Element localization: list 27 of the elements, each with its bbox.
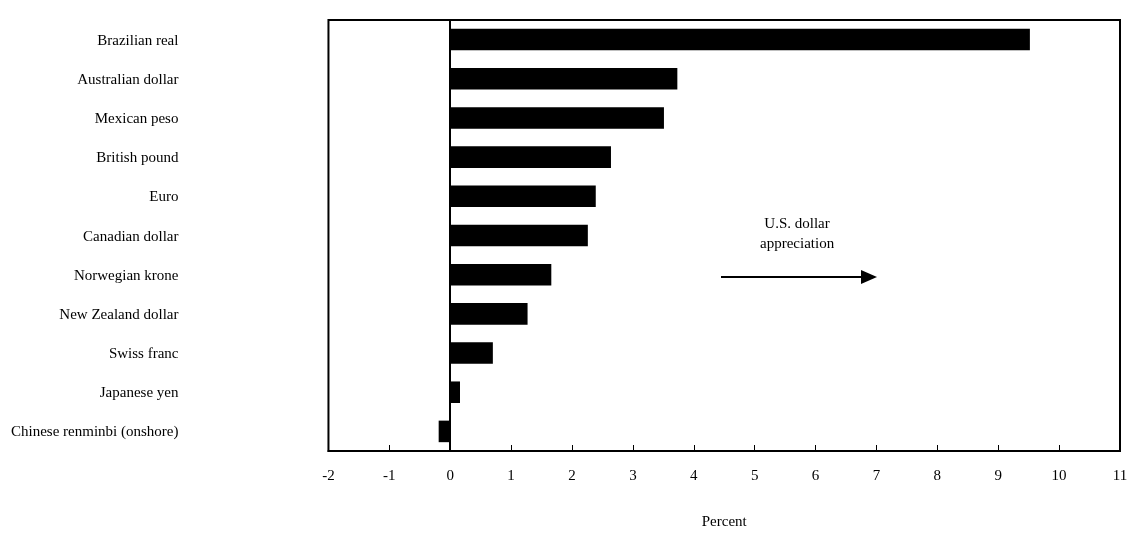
y-tick-label: British pound — [96, 149, 179, 166]
y-tick-label: Canadian dollar — [83, 227, 179, 244]
y-tick-label: New Zealand dollar — [59, 305, 179, 322]
x-tick-label: -1 — [383, 466, 396, 483]
x-axis-title: Percent — [701, 512, 748, 529]
x-tick-label: 7 — [872, 466, 881, 483]
x-tick-label: 5 — [750, 466, 759, 483]
x-tick-label: 0 — [446, 466, 454, 483]
x-tick-label: 1 — [507, 466, 515, 483]
x-tick-label: 10 — [1051, 466, 1067, 483]
y-tick-label: Mexican peso — [94, 109, 179, 126]
annotation: U.S. dollar appreciation — [759, 215, 835, 251]
y-tick-label: Swiss franc — [108, 345, 179, 362]
x-tick-label: -2 — [322, 466, 335, 483]
y-tick-label: Australian dollar — [77, 70, 179, 87]
y-tick-label: Chinese renminbi (onshore) — [10, 423, 179, 441]
y-tick-label: Euro — [149, 188, 179, 205]
x-tick-label: 9 — [994, 466, 1002, 483]
y-tick-label: Brazilian real — [97, 31, 179, 48]
x-tick-label: 11 — [1112, 466, 1128, 483]
y-tick-label: Japanese yen — [99, 384, 179, 401]
x-tick-label: 6 — [811, 466, 820, 483]
x-tick-label: 8 — [933, 466, 942, 483]
x-tick-label: 4 — [690, 466, 699, 483]
x-tick-label: 2 — [568, 466, 576, 483]
y-tick-label: Norwegian krone — [73, 266, 179, 283]
x-tick-label: 3 — [629, 466, 637, 483]
